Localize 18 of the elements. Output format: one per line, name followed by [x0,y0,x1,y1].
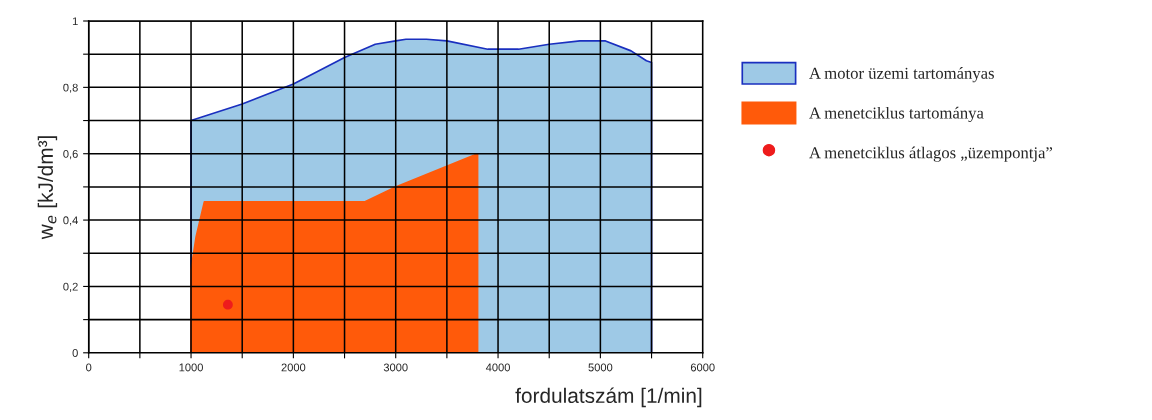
legend-label: A motor üzemi tartományas [809,67,994,83]
y-tick-label: 0,8 [63,83,78,93]
legend-label: A menetciklus tartománya [809,106,984,123]
x-axis-title: fordulatszám [1/min] [515,387,702,408]
y-axis-title: w$_{e}$ [kJ/dm³] [37,136,58,240]
x-tick-label: 1000 [179,363,203,372]
x-tick-label: 3000 [383,363,408,372]
y-tick-label: 0 [72,349,78,357]
x-tick-label: 2000 [281,363,306,372]
legend-label: A menetciklus átlagos „üzempontja” [809,146,1053,162]
x-tick-label: 6000 [690,363,715,372]
y-tick-label: 1 [72,17,78,26]
y-tick-label: 0,2 [63,282,78,292]
y-tick-label: 0,4 [63,216,78,226]
x-tick-label: 4000 [485,363,510,372]
x-tick-label: 0 [86,363,92,372]
y-tick-label: 0,6 [63,149,78,160]
x-tick-label: 5000 [588,363,613,372]
